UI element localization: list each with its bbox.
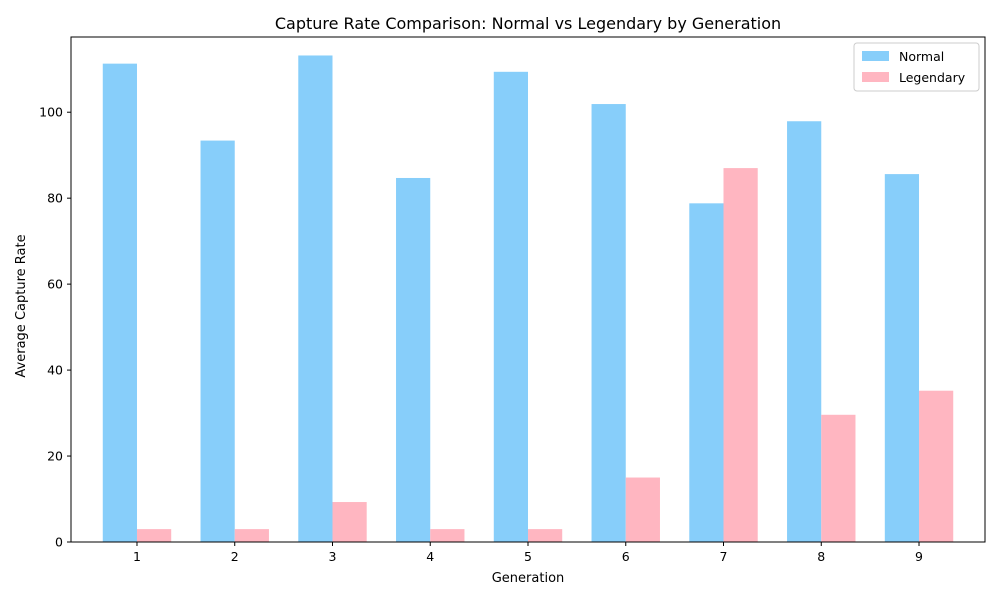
bar-normal-gen-7 — [689, 203, 724, 543]
bar-normal-gen-2 — [200, 140, 235, 542]
axes-group: 1 2 3 4 5 6 7 8 9 0 20 40 60 80 100 — [39, 36, 986, 564]
x-tick-label: 1 — [133, 549, 141, 564]
x-tick-label: 8 — [817, 549, 825, 564]
bar-normal-gen-5 — [493, 71, 528, 542]
x-axis-label: Generation — [492, 571, 565, 586]
bar-normal-gen-3 — [298, 55, 333, 543]
chart-title: Capture Rate Comparison: Normal vs Legen… — [275, 14, 781, 33]
bar-normal-gen-9 — [884, 174, 920, 543]
bar-normal-gen-8 — [787, 121, 822, 543]
x-tick-label: 4 — [426, 549, 434, 564]
y-tick-label: 80 — [47, 191, 63, 206]
y-tick-label: 0 — [55, 535, 63, 550]
y-axis-label: Average Capture Rate — [14, 234, 29, 377]
x-tick-label: 7 — [720, 549, 728, 564]
bars-group — [102, 55, 954, 543]
y-tick-label: 40 — [47, 363, 63, 378]
bar-legendary-gen-1 — [136, 529, 172, 542]
legend-label-normal: Normal — [899, 49, 944, 64]
x-tick-label: 2 — [231, 549, 239, 564]
y-tick-label: 60 — [47, 277, 63, 292]
bar-legendary-gen-6 — [625, 477, 660, 542]
x-tick-label: 9 — [915, 549, 923, 564]
bar-legendary-gen-4 — [430, 529, 465, 542]
bar-legendary-gen-5 — [528, 529, 563, 542]
bar-normal-gen-4 — [396, 177, 431, 542]
bar-legendary-gen-7 — [723, 168, 758, 542]
bar-legendary-gen-8 — [821, 414, 856, 542]
x-tick-label: 5 — [524, 549, 532, 564]
legend-swatch-normal — [862, 51, 889, 61]
y-tick-label: 20 — [47, 449, 63, 464]
legend-swatch-legendary — [862, 72, 889, 82]
bar-legendary-gen-9 — [919, 390, 954, 542]
legend-label-legendary: Legendary — [899, 70, 966, 85]
bar-normal-gen-6 — [591, 104, 626, 542]
bar-normal-gen-1 — [102, 63, 137, 542]
x-tick-label: 3 — [329, 549, 337, 564]
bar-legendary-gen-2 — [234, 529, 269, 542]
y-tick-label: 100 — [39, 105, 63, 120]
bar-legendary-gen-3 — [332, 502, 367, 542]
x-tick-label: 6 — [622, 549, 630, 564]
legend: Normal Legendary — [853, 42, 980, 92]
